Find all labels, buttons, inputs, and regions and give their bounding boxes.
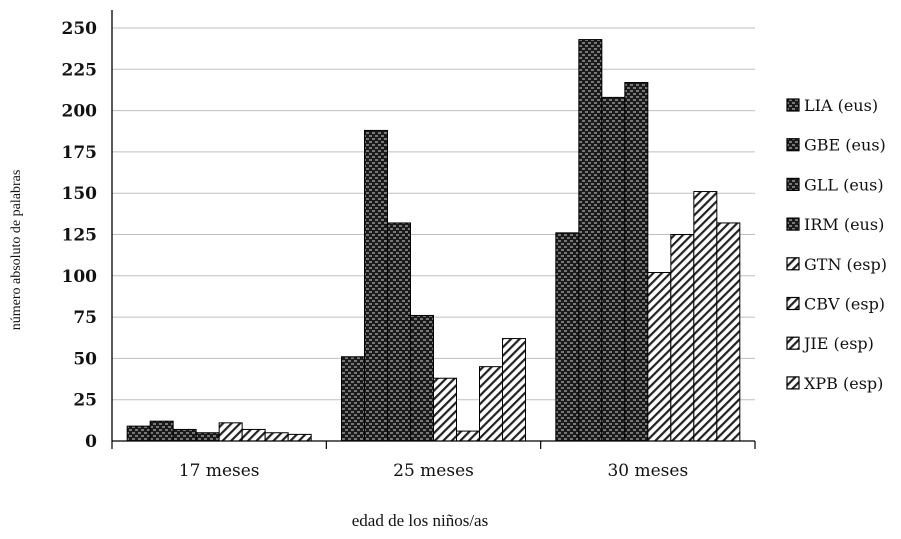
y-tick-label: 125	[62, 226, 98, 246]
bar	[364, 129, 388, 442]
legend-label: XPB (esp)	[804, 374, 883, 393]
x-tick-label: 17 meses	[179, 461, 260, 481]
bar	[264, 432, 289, 442]
bar	[149, 420, 174, 442]
y-tick-label: 250	[62, 19, 98, 39]
legend-label: GTN (esp)	[804, 255, 887, 274]
legend-item: GLL (eus)	[786, 175, 884, 194]
y-tick-label: 175	[62, 143, 98, 163]
bar	[693, 191, 718, 442]
legend: LIA (eus) GBE (eus) GLL (eus) IRM (eus) GTN …	[786, 96, 887, 393]
bar	[716, 222, 741, 442]
bar	[241, 428, 266, 442]
legend-swatch	[786, 376, 800, 390]
bar	[341, 356, 365, 442]
legend-item: JIE (esp)	[786, 334, 874, 353]
y-tick-label: 200	[62, 102, 98, 122]
legend-label: IRM (eus)	[804, 215, 884, 234]
bar	[647, 271, 672, 442]
y-tick-label: 50	[73, 349, 97, 369]
bar	[670, 234, 695, 442]
legend-label: GLL (eus)	[804, 175, 884, 194]
legend-swatch	[786, 336, 800, 350]
bar	[433, 377, 457, 442]
x-tick-label: 30 meses	[607, 461, 688, 481]
bar	[578, 39, 603, 442]
legend-label: GBE (eus)	[804, 136, 886, 155]
bar	[479, 366, 503, 442]
bar	[456, 430, 480, 442]
bar	[287, 433, 312, 442]
axes	[111, 10, 756, 449]
legend-label: CBV (esp)	[804, 295, 885, 314]
y-tick-labels: 0 25 50 75 100 125 150 175 200 225 250	[62, 19, 98, 452]
bar	[218, 422, 243, 442]
x-tick-label: 25 meses	[393, 461, 474, 481]
legend-item: IRM (eus)	[786, 215, 884, 234]
bar	[555, 232, 580, 442]
bar	[624, 82, 649, 442]
bar	[126, 425, 151, 442]
legend-item: CBV (esp)	[786, 295, 885, 314]
y-tick-label: 150	[62, 184, 98, 204]
bar	[195, 432, 220, 442]
bar	[502, 338, 526, 442]
x-tick-labels: 17 meses 25 meses 30 meses	[179, 461, 688, 481]
y-tick-label: 75	[73, 308, 97, 328]
bar	[601, 96, 626, 442]
legend-swatch	[786, 138, 800, 152]
y-tick-label: 0	[85, 432, 97, 452]
gridlines	[112, 27, 755, 401]
legend-item: LIA (eus)	[786, 96, 878, 115]
bar	[410, 314, 434, 442]
y-tick-label: 100	[62, 267, 98, 287]
y-tick-label: 25	[73, 391, 97, 411]
legend-item: XPB (esp)	[786, 374, 883, 393]
bar	[387, 222, 411, 442]
legend-item: GTN (esp)	[786, 255, 887, 274]
legend-swatch	[786, 98, 800, 112]
bar	[172, 428, 197, 442]
legend-label: LIA (eus)	[804, 96, 878, 115]
y-axis-title: número absoluto de palabras	[9, 170, 24, 331]
legend-swatch	[786, 257, 800, 271]
legend-label: JIE (esp)	[802, 334, 874, 353]
legend-swatch	[786, 177, 800, 191]
x-axis-title: edad de los niños/as	[352, 511, 488, 530]
bars	[126, 39, 741, 442]
legend-item: GBE (eus)	[786, 136, 886, 155]
legend-swatch	[786, 296, 800, 311]
y-tick-label: 225	[62, 60, 98, 80]
legend-swatch	[786, 217, 800, 231]
